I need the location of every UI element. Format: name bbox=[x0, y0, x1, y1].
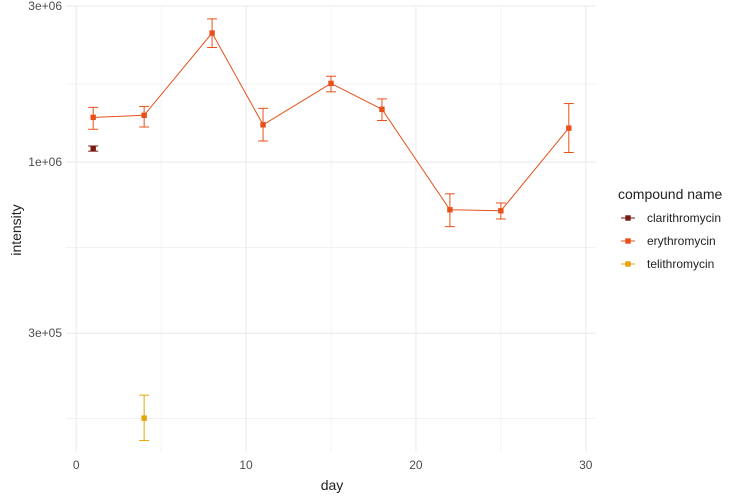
data-point-erythromycin bbox=[328, 80, 334, 87]
data-point-erythromycin bbox=[379, 106, 385, 113]
x-tick-label: 10 bbox=[239, 458, 253, 472]
data-point-erythromycin bbox=[90, 114, 96, 121]
legend-key-erythromycin bbox=[625, 238, 631, 244]
data-point-erythromycin bbox=[447, 207, 453, 213]
legend-key-telithromycin bbox=[625, 261, 631, 267]
legend-title: compound name bbox=[618, 186, 723, 202]
x-tick-label: 20 bbox=[409, 458, 423, 472]
legend-label-telithromycin: telithromycin bbox=[647, 257, 714, 271]
y-tick-label: 1e+06 bbox=[28, 155, 62, 169]
legend-key-clarithromycin bbox=[625, 215, 631, 221]
y-tick-label: 3e+06 bbox=[28, 0, 62, 13]
legend: compound name clarithromycin erythromycin… bbox=[618, 186, 723, 271]
data-point-clarithromycin bbox=[90, 145, 96, 152]
legend-label-erythromycin: erythromycin bbox=[647, 234, 716, 248]
data-point-erythromycin bbox=[141, 112, 147, 119]
legend-label-clarithromycin: clarithromycin bbox=[647, 211, 721, 225]
data-point-erythromycin bbox=[209, 30, 215, 36]
data-point-erythromycin bbox=[260, 122, 266, 128]
y-tick-label: 3e+05 bbox=[28, 326, 62, 340]
x-tick-label: 0 bbox=[73, 458, 80, 472]
data-layer bbox=[88, 18, 574, 441]
y-axis-title: intensity bbox=[8, 204, 24, 255]
data-point-telithromycin bbox=[141, 415, 147, 421]
x-tick-label: 30 bbox=[579, 458, 593, 472]
grid-layer bbox=[66, 5, 596, 452]
x-axis-title: day bbox=[321, 477, 344, 493]
data-point-erythromycin bbox=[498, 208, 504, 214]
data-point-erythromycin bbox=[566, 125, 572, 131]
axis-layer: day intensity 0 10 20 30 3e+05 1e+06 3e+06 bbox=[8, 0, 593, 493]
